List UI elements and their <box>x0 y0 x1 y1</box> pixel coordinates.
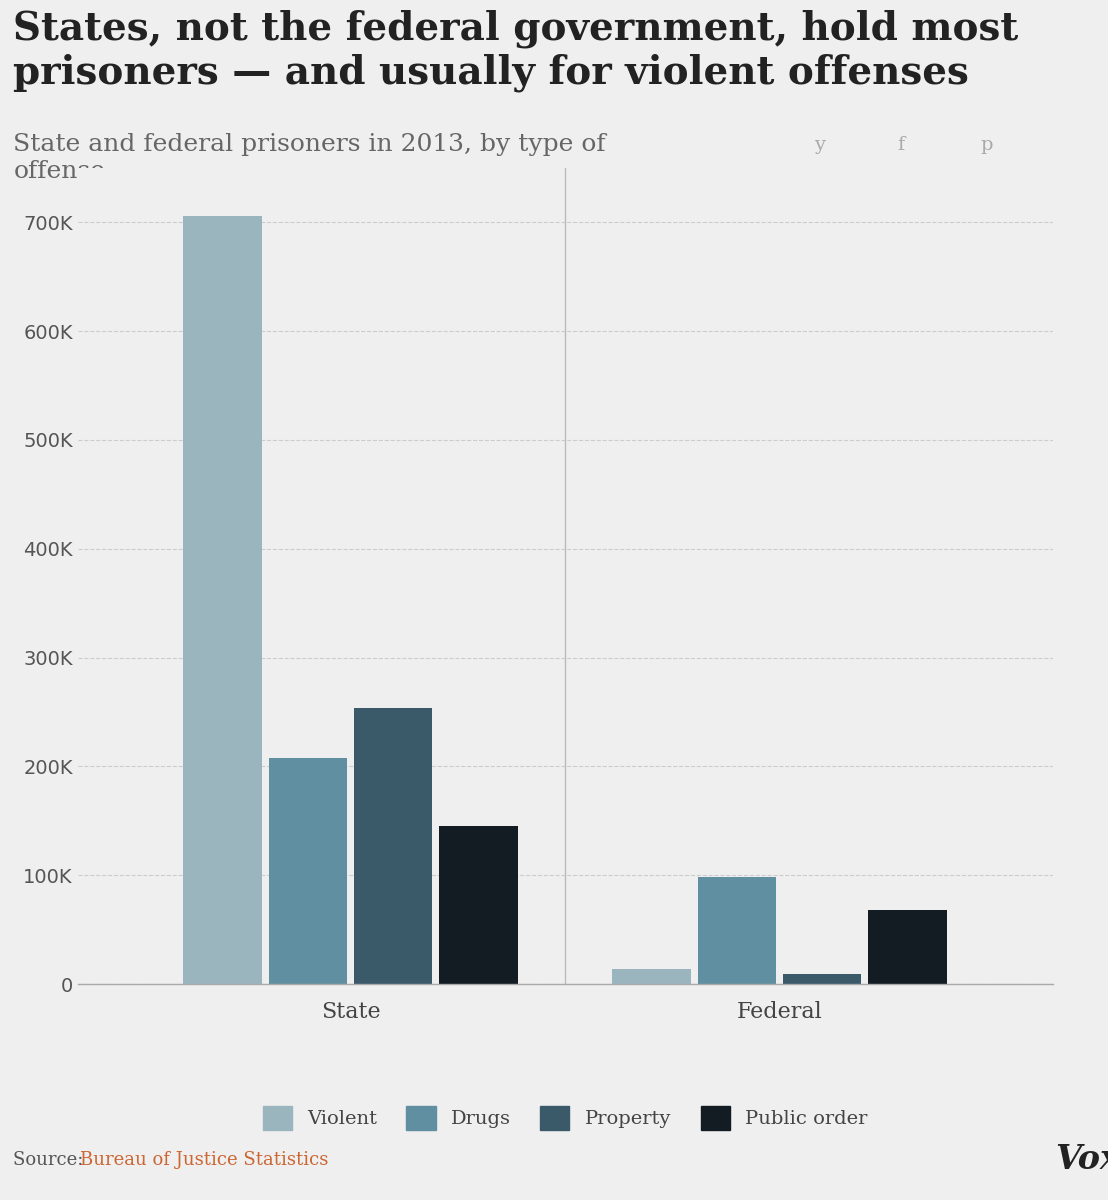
Text: p: p <box>981 137 993 155</box>
Text: State and federal prisoners in 2013, by type of
offense: State and federal prisoners in 2013, by … <box>13 133 606 182</box>
Text: f: f <box>897 137 905 155</box>
Bar <box>869 910 947 984</box>
Legend: Violent, Drugs, Property, Public order: Violent, Drugs, Property, Public order <box>255 1098 875 1138</box>
Bar <box>439 827 517 984</box>
Bar <box>353 708 432 984</box>
Text: Source:: Source: <box>13 1151 90 1169</box>
Bar <box>698 877 777 984</box>
Bar <box>268 757 347 984</box>
Text: States, not the federal government, hold most
prisoners — and usually for violen: States, not the federal government, hold… <box>13 10 1018 92</box>
Text: Vox: Vox <box>1055 1142 1108 1176</box>
Bar <box>783 974 862 984</box>
Bar <box>613 968 691 984</box>
Text: y: y <box>814 137 825 155</box>
Text: Bureau of Justice Statistics: Bureau of Justice Statistics <box>80 1151 328 1169</box>
Bar <box>183 216 261 984</box>
